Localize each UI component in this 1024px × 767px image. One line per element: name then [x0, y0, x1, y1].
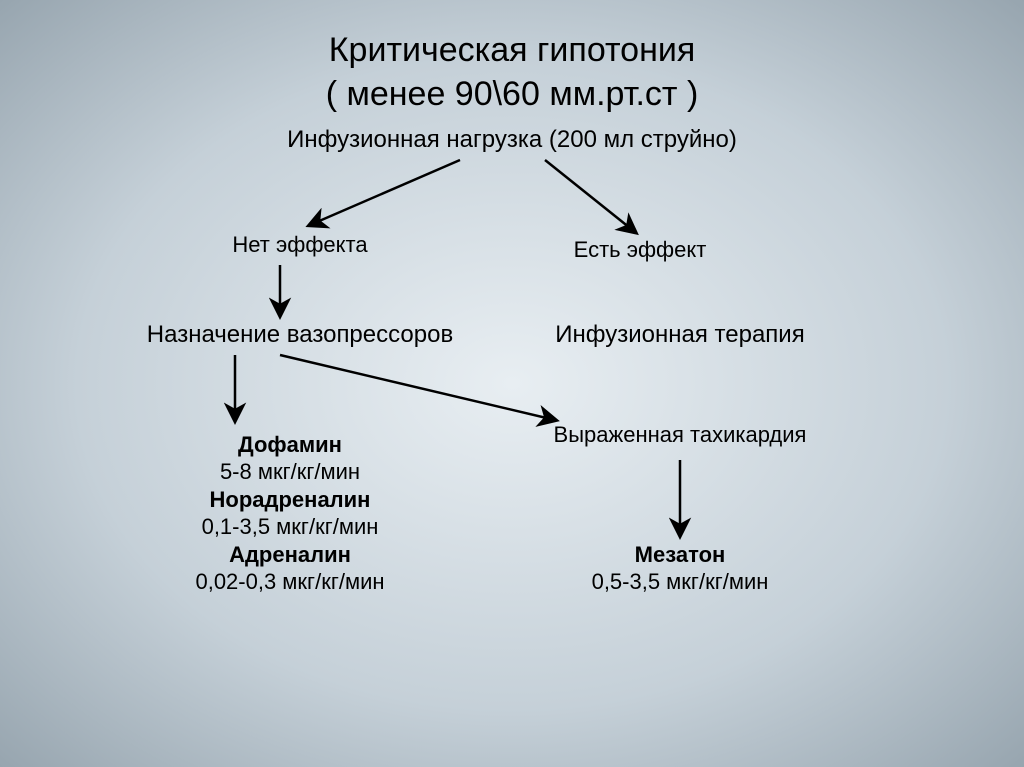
node-nor1: Норадреналин — [0, 486, 1024, 515]
node-nor2: 0,1-3,5 мкг/кг/мин — [0, 513, 1024, 542]
node-inft: Инфузионная терапия — [0, 319, 1024, 350]
node-adr1: Адреналин — [0, 541, 1024, 570]
slide: Критическая гипотония ( менее 90\60 мм.р… — [0, 0, 1024, 767]
node-dop2: 5-8 мкг/кг/мин — [0, 458, 1024, 487]
node-haseff: Есть эффект — [0, 236, 1024, 265]
edge-0 — [310, 160, 460, 225]
title-line-1: Критическая гипотония — [329, 31, 696, 69]
edge-4 — [280, 355, 555, 420]
title-line-2: ( менее 90\60 мм.рт.ст ) — [326, 75, 699, 113]
edge-1 — [545, 160, 635, 232]
node-root: Инфузионная нагрузка (200 мл струйно) — [0, 124, 1024, 155]
slide-title: Критическая гипотония ( менее 90\60 мм.р… — [0, 28, 1024, 116]
node-adr2: 0,02-0,3 мкг/кг/мин — [0, 568, 1024, 597]
node-dop1: Дофамин — [0, 431, 1024, 460]
